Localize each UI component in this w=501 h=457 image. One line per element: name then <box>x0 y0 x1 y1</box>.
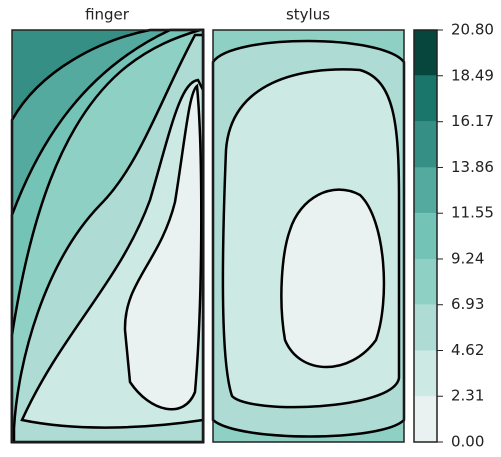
colorbar-band <box>414 75 437 122</box>
colorbar-tick-label: 2.31 <box>451 387 484 405</box>
colorbar-tick-label: 20.80 <box>451 21 494 39</box>
contour-region <box>280 188 386 369</box>
panel-title: finger <box>85 6 130 24</box>
colorbar-tick-label: 18.49 <box>451 66 494 84</box>
colorbar-band <box>414 30 437 76</box>
colorbar-tick-label: 4.62 <box>451 341 484 359</box>
contour-panel <box>211 29 406 443</box>
colorbar-tick-label: 6.93 <box>451 295 484 313</box>
colorbar-band <box>414 350 437 397</box>
colorbar-frame <box>413 29 438 443</box>
colorbar-tick-label: 13.86 <box>451 158 494 176</box>
panel-title: stylus <box>286 6 330 24</box>
colorbar-band <box>414 213 437 259</box>
colorbar-band <box>414 121 437 168</box>
contour-region <box>123 83 203 411</box>
panel-frame <box>11 29 204 443</box>
colorbar-band <box>414 304 437 351</box>
colorbar-tick-label: 9.24 <box>451 249 484 267</box>
panel-frame <box>212 29 405 443</box>
colorbar-tick-label: 0.00 <box>451 433 484 451</box>
colorbar-tick-label: 11.55 <box>451 204 494 222</box>
colorbar-tick-label: 16.17 <box>451 112 494 130</box>
colorbar-band <box>414 258 437 305</box>
colorbar-band <box>414 396 437 442</box>
contour-panel <box>10 28 205 444</box>
colorbar-band <box>414 167 437 214</box>
